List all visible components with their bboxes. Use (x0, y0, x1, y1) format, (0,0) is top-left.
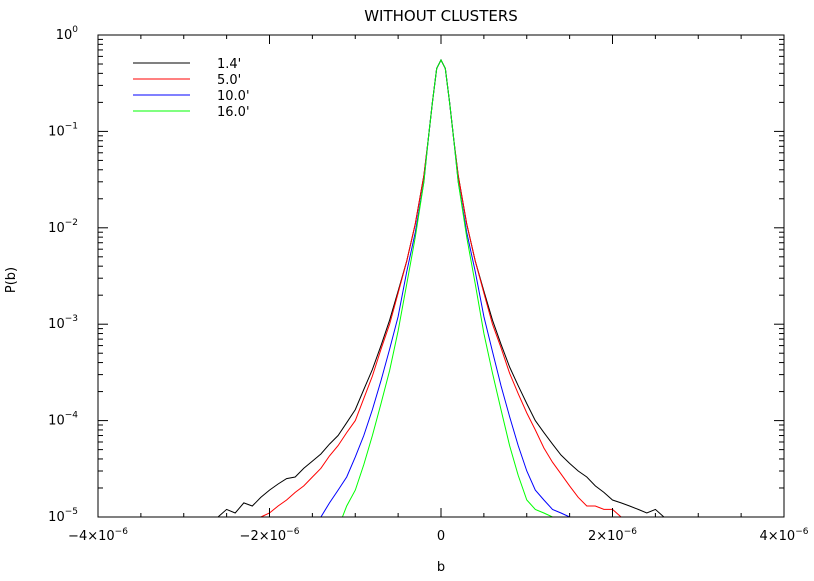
x-tick-label: 4×10−6 (760, 527, 809, 544)
x-tick-label: −4×10−6 (68, 527, 128, 544)
y-tick-label: 100 (56, 25, 79, 43)
series-layer (217, 58, 665, 517)
x-axis-label: b (437, 560, 445, 575)
y-axis-label: P(b) (4, 267, 19, 293)
chart-title: WITHOUT CLUSTERS (364, 7, 518, 25)
legend-label-2: 5.0' (217, 73, 241, 88)
y-tick-label: 10−3 (48, 314, 78, 332)
y-tick-label: 10−1 (48, 121, 78, 139)
legend-label-4: 16.0' (217, 105, 250, 120)
legend: 1.4'5.0'10.0'16.0' (133, 57, 250, 120)
ticks-layer: −4×10−6 −2×10−6 0 2×10−6 4×10−6 100 10−1 10−2 10… (48, 25, 809, 544)
legend-label-1: 1.4' (217, 57, 241, 72)
y-tick-label: 10−5 (48, 507, 78, 525)
x-tick-label: 0 (437, 529, 445, 544)
y-tick-label: 10−4 (48, 411, 78, 429)
x-tick-label: 2×10−6 (588, 527, 637, 544)
y-tick-label: 10−2 (48, 218, 78, 236)
series-line-4 (341, 58, 553, 517)
legend-label-3: 10.0' (217, 89, 250, 104)
x-tick-label: −2×10−6 (240, 527, 300, 544)
